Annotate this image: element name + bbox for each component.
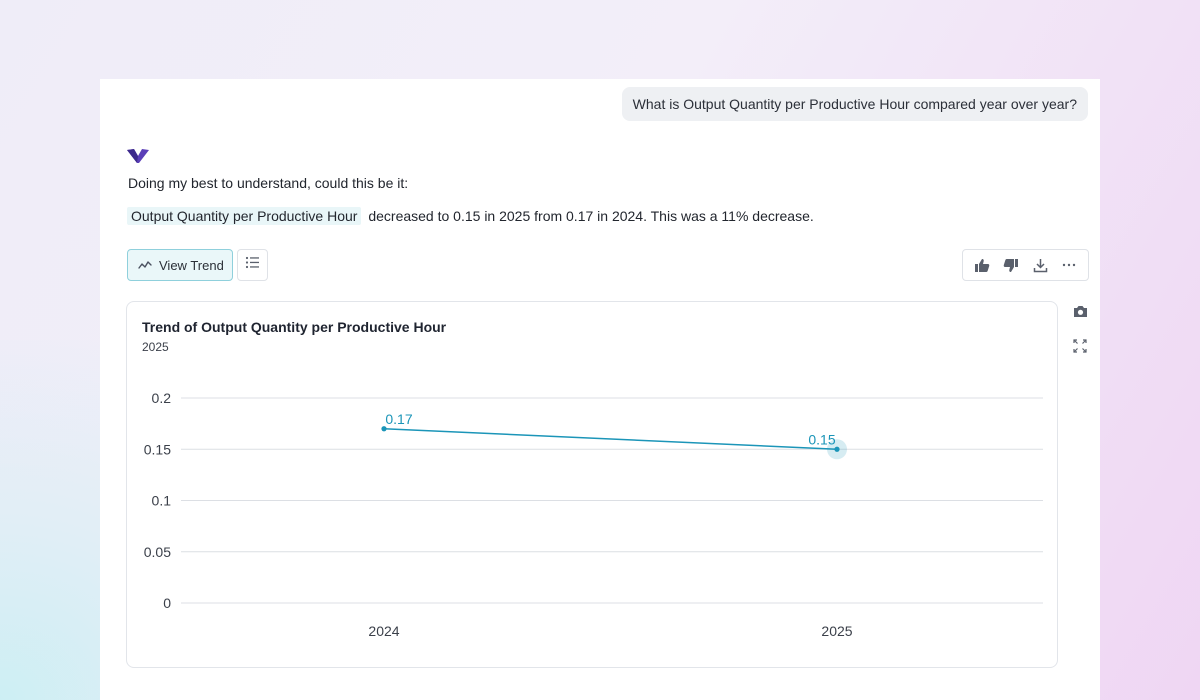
chart-card: Trend of Output Quantity per Productive …	[126, 301, 1058, 668]
data-label: 0.17	[385, 411, 412, 427]
x-tick-label: 2025	[821, 623, 852, 639]
view-trend-button[interactable]: View Trend	[127, 249, 233, 281]
feedback-actions	[962, 249, 1089, 281]
data-label: 0.15	[808, 431, 835, 447]
bot-answer: Output Quantity per Productive Hour decr…	[127, 207, 814, 225]
thumbs-down-icon[interactable]	[999, 253, 1023, 277]
camera-icon[interactable]	[1071, 302, 1089, 320]
answer-summary: decreased to 0.15 in 2025 from 0.17 in 2…	[368, 208, 814, 224]
data-point	[381, 426, 387, 432]
chart-subtitle: 2025	[142, 340, 169, 354]
data-point	[834, 446, 840, 452]
user-message-bubble: What is Output Quantity per Productive H…	[621, 87, 1088, 121]
trend-line-icon	[138, 258, 152, 273]
more-options-icon[interactable]	[1057, 253, 1081, 277]
chat-panel: What is Output Quantity per Productive H…	[100, 79, 1100, 700]
y-tick-label: 0	[163, 595, 171, 611]
list-icon	[245, 256, 260, 274]
list-view-button[interactable]	[237, 249, 268, 281]
series-line	[383, 428, 838, 450]
y-tick-label: 0.05	[144, 544, 171, 560]
view-trend-label: View Trend	[159, 257, 224, 273]
y-tick-label: 0.15	[144, 441, 171, 457]
y-tick-label: 0.1	[152, 493, 172, 509]
chart-title: Trend of Output Quantity per Productive …	[142, 319, 447, 335]
download-icon[interactable]	[1028, 253, 1052, 277]
metric-tag[interactable]: Output Quantity per Productive Hour	[127, 207, 362, 225]
thumbs-up-icon[interactable]	[970, 253, 994, 277]
expand-icon[interactable]	[1071, 337, 1089, 355]
brand-logo-icon	[126, 147, 150, 165]
x-tick-label: 2024	[368, 623, 399, 639]
line-chart[interactable]: 0 0.05 0.1 0.15 0.2 2024 2025 0.17 0.15	[127, 302, 1059, 669]
y-tick-label: 0.2	[152, 390, 172, 406]
bot-intro-text: Doing my best to understand, could this …	[128, 175, 409, 191]
